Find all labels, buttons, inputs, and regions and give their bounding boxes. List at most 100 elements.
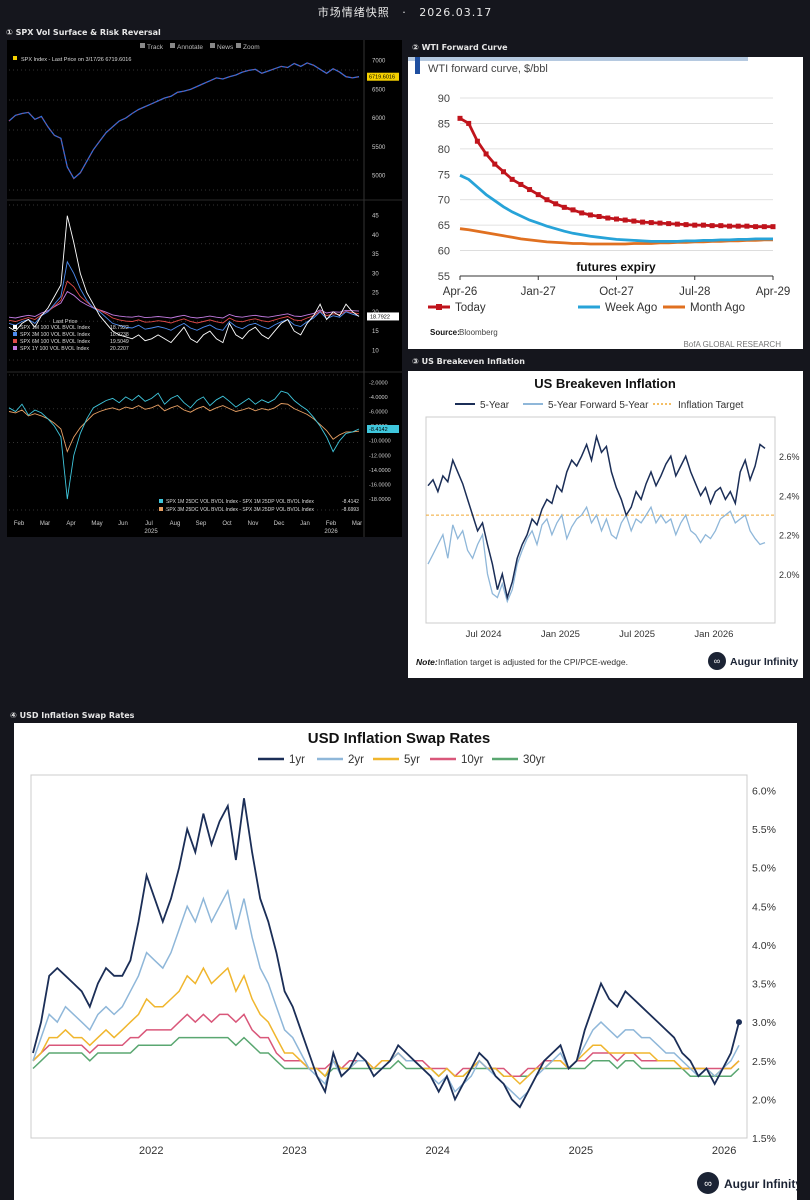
year-tick: 2026 <box>324 529 338 535</box>
toolbar-news: News <box>217 44 234 51</box>
month-tick: Jul <box>145 521 153 527</box>
wti-series-month-ago <box>459 227 773 246</box>
wti-ytick: 60 <box>438 246 450 258</box>
note-label: Note: <box>416 657 438 667</box>
sw-legend-label: 10yr <box>461 754 484 766</box>
vol-legend-label: SPX 6M 100 VOL BVOL Index <box>20 339 90 345</box>
toolbar-track: Track <box>147 44 164 51</box>
wti-today-marker <box>770 224 776 230</box>
rr-legend-swatch <box>159 499 163 503</box>
sw-ytick: 2.0% <box>752 1094 776 1106</box>
wti-today-marker <box>648 220 654 226</box>
vol-legend-value: 20.2207 <box>110 346 129 352</box>
wti-today-marker <box>457 115 463 121</box>
rr-ytick: -2.0000 <box>369 380 388 386</box>
wti-ytick: 75 <box>438 169 450 181</box>
wti-legend-label: Today <box>455 302 486 314</box>
wti-today-marker <box>605 215 611 221</box>
wti-today-marker <box>674 221 680 227</box>
sw-xtick: 2022 <box>139 1145 163 1157</box>
wti-today-marker <box>518 181 524 187</box>
track-icon <box>140 43 145 48</box>
wti-ytick: 70 <box>438 195 450 207</box>
price-last-label: 6719.6016 <box>369 75 395 81</box>
vol-last-badge <box>367 312 399 321</box>
panel-number: ④ <box>10 711 17 720</box>
wti-ytick: 65 <box>438 220 450 232</box>
rr-series-3m <box>8 403 360 453</box>
swaps-panel: USD Inflation Swap Rates 1yr 2yr 5yr 10yr 30y… <box>14 723 797 1200</box>
annotate-icon <box>170 43 175 48</box>
zoom-icon <box>236 43 241 48</box>
vol-ytick: 45 <box>372 214 379 220</box>
month-tick: Dec <box>274 521 285 527</box>
wti-today-marker <box>492 161 498 167</box>
rr-ytick: -16.0000 <box>369 482 391 488</box>
panel-title-swaps: ④ USD Inflation Swap Rates <box>10 711 134 720</box>
vol-legend-value: 19.5049 <box>110 339 129 345</box>
sw-ytick: 1.5% <box>752 1133 776 1145</box>
wti-ytick: 85 <box>438 118 450 130</box>
rr-legend-label: SPX 1M 25DC VOL BVOL Index - SPX 1M 25DP… <box>166 499 314 505</box>
price-legend: SPX Index - Last Price on 3/17/26 6719.6… <box>21 57 131 63</box>
wti-today-marker <box>544 197 550 203</box>
header-title: 市场情绪快照 <box>317 6 390 19</box>
sw-ytick: 3.0% <box>752 1017 776 1029</box>
vol-ytick: 30 <box>372 271 379 277</box>
be-ytick: 2.6% <box>779 452 800 462</box>
vol-ytick: 15 <box>372 329 379 335</box>
header-date: 2026.03.17 <box>419 6 493 19</box>
rr-legend-value: -8.4142 <box>342 499 359 505</box>
rr-legend-value: -8.6993 <box>342 507 359 513</box>
research-label: BofA GLOBAL RESEARCH <box>683 340 781 349</box>
wti-today-marker <box>614 216 619 222</box>
rr-ytick: -18.0000 <box>369 497 391 503</box>
vol-legend-label: SPX 1Y 100 VOL BVOL Index <box>20 346 89 352</box>
source-label: Source: <box>430 328 460 337</box>
wti-today-marker <box>570 207 576 213</box>
month-tick: Feb <box>326 521 337 527</box>
be-ytick: 2.4% <box>779 491 800 501</box>
wti-today-marker <box>709 223 715 229</box>
sw-legend-label: 5yr <box>404 754 420 766</box>
be-ytick: 2.2% <box>779 531 800 541</box>
wti-today-marker <box>500 169 506 175</box>
rr-ytick: -14.0000 <box>369 468 391 474</box>
vol-legend-title: Last Price <box>53 319 77 325</box>
wti-ytick: 90 <box>438 93 450 105</box>
wti-today-marker <box>553 201 559 207</box>
wti-xtick: Oct-27 <box>599 286 634 298</box>
month-tick: Mar <box>40 521 50 527</box>
news-icon <box>210 43 215 48</box>
rr-legend-label: SPX 3M 25DC VOL BVOL Index - SPX 3M 25DP… <box>166 507 314 513</box>
vol-legend-swatch <box>13 339 17 343</box>
price-legend-swatch <box>13 56 17 60</box>
wti-today-marker <box>535 192 541 198</box>
be-series-5y <box>427 433 766 601</box>
panel-number: ② <box>412 43 419 52</box>
wti-today-marker <box>509 176 515 182</box>
vol-ytick: 25 <box>372 291 379 297</box>
wti-today-marker <box>727 223 733 229</box>
wti-today-marker <box>483 151 489 157</box>
wti-today-marker <box>761 224 767 230</box>
wti-subtitle: WTI forward curve, $/bbl <box>428 63 548 75</box>
panel-title-breakeven: ③ US Breakeven Inflation <box>412 357 525 366</box>
month-tick: Nov <box>248 521 259 527</box>
month-tick: Oct <box>222 521 232 527</box>
brand-name: Augur Infinity <box>730 656 798 668</box>
vol-last-label: 18.7922 <box>370 314 390 320</box>
vol-legend-swatch <box>13 346 17 350</box>
sw-ytick: 5.5% <box>752 824 776 836</box>
panel-title-wti: ② WTI Forward Curve <box>412 43 508 52</box>
wti-series-week-ago <box>459 174 773 243</box>
sw-ytick: 2.5% <box>752 1056 776 1068</box>
sw-ytick: 5.0% <box>752 863 776 875</box>
wti-today-marker <box>527 187 533 193</box>
wti-today-marker <box>700 222 706 228</box>
rr-last-label: -8.4142 <box>369 427 388 433</box>
sw-legend-label: 1yr <box>289 754 305 766</box>
wti-today-marker <box>587 212 593 218</box>
be-series-5y5y <box>427 505 766 604</box>
